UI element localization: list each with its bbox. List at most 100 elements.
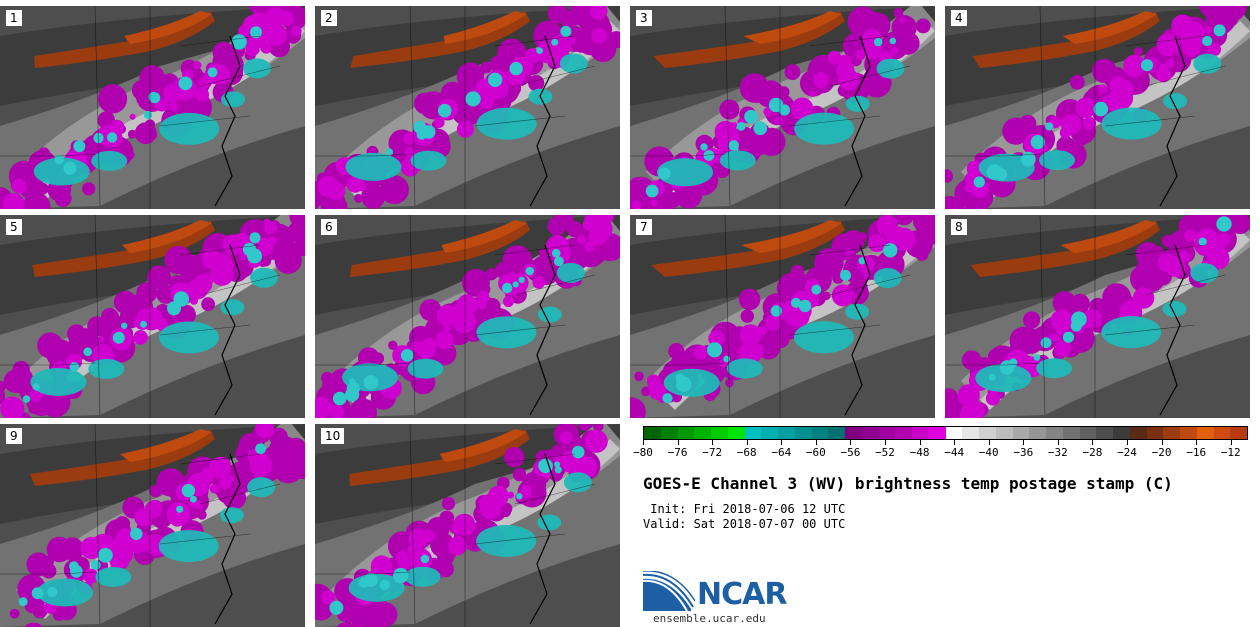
colorbar-tick-label: −72 <box>702 446 723 459</box>
postage-stamp-panel: 1 <box>0 6 305 209</box>
colorbar-tick-label: −36 <box>1013 446 1034 459</box>
panel-member-label: 1 <box>6 10 22 26</box>
colorbar-tick <box>746 440 748 445</box>
colorbar-swatch <box>811 427 829 439</box>
colorbar-tick <box>1161 440 1163 445</box>
colorbar-swatch <box>895 427 912 439</box>
colorbar-swatch <box>878 427 896 439</box>
colorbar-swatch <box>1029 427 1046 439</box>
panel-member-label: 4 <box>951 10 967 26</box>
colorbar-tick <box>850 440 852 445</box>
colorbar-swatch <box>1163 427 1180 439</box>
colorbar-swatch <box>794 427 812 439</box>
colorbar-tick <box>1196 440 1198 445</box>
colorbar-swatch <box>711 427 728 439</box>
colorbar-swatch <box>995 427 1013 439</box>
postage-stamp-panel: 4 <box>945 6 1250 209</box>
postage-stamp-panel: 8 <box>945 215 1250 418</box>
colorbar-swatch <box>778 427 795 439</box>
figure-title: GOES-E Channel 3 (WV) brightness temp po… <box>643 474 1173 493</box>
panel-member-label: 5 <box>6 219 22 235</box>
colorbar-tick <box>988 440 990 445</box>
colorbar-swatch <box>660 427 678 439</box>
panel-member-label: 2 <box>321 10 337 26</box>
colorbar-tick-label: −56 <box>840 446 861 459</box>
logo-url: ensemble.ucar.edu <box>653 612 766 625</box>
colorbar-tick-label: −16 <box>1186 446 1207 459</box>
colorbar-swatch <box>1046 427 1063 439</box>
colorbar-tick-label: −28 <box>1082 446 1103 459</box>
colorbar-tick-label: −48 <box>909 446 930 459</box>
colorbar-swatch <box>761 427 778 439</box>
postage-stamp-panel: 5 <box>0 215 305 418</box>
colorbar-swatch <box>962 427 979 439</box>
panel-member-label: 8 <box>951 219 967 235</box>
colorbar-swatch <box>677 427 695 439</box>
colorbar-ticks: −80 −76 −72 −68 −64 −60 −56 −52 −48 −44 −40 −36 −32 −… <box>633 440 1248 464</box>
colorbar-tick <box>677 440 679 445</box>
colorbar-swatch <box>744 427 762 439</box>
postage-stamp-panel: 2 <box>315 6 620 209</box>
colorbar-tick-label: −32 <box>1047 446 1068 459</box>
init-time: Init: Fri 2018-07-06 12 UTC <box>643 502 846 516</box>
colorbar-swatch <box>945 427 963 439</box>
colorbar-swatch <box>1096 427 1113 439</box>
colorbar-swatch <box>979 427 996 439</box>
valid-time: Valid: Sat 2018-07-07 00 UTC <box>643 517 846 531</box>
colorbar-tick-label: −52 <box>875 446 895 459</box>
postage-stamp-panel: 6 <box>315 215 620 418</box>
colorbar-tick <box>712 440 714 445</box>
ncar-logo-text: NCAR <box>697 577 787 612</box>
colorbar <box>643 426 1248 440</box>
colorbar-swatch <box>1129 427 1147 439</box>
colorbar-swatch <box>1196 427 1214 439</box>
colorbar-swatch <box>1146 427 1164 439</box>
colorbar-swatch <box>1079 427 1097 439</box>
colorbar-swatch <box>1062 427 1080 439</box>
colorbar-tick-label: −40 <box>978 446 999 459</box>
colorbar-tick <box>1127 440 1128 445</box>
colorbar-tick <box>1230 440 1232 445</box>
colorbar-swatch <box>727 427 745 439</box>
ncar-logo-icon <box>643 571 695 611</box>
colorbar-swatch <box>1012 427 1030 439</box>
colorbar-tick-label: −60 <box>805 446 826 459</box>
colorbar-tick-label: −68 <box>736 446 757 459</box>
colorbar-swatch <box>1113 427 1130 439</box>
panel-member-label: 9 <box>6 428 22 444</box>
colorbar-tick-label: −20 <box>1151 446 1172 459</box>
colorbar-tick-label: −44 <box>944 446 965 459</box>
colorbar-swatch <box>1180 427 1197 439</box>
panel-member-label: 10 <box>321 428 345 444</box>
colorbar-tick <box>781 440 783 445</box>
colorbar-swatch <box>1213 427 1231 439</box>
colorbar-tick-label: −12 <box>1220 446 1241 459</box>
colorbar-tick <box>643 440 644 445</box>
colorbar-tick <box>1023 440 1025 445</box>
colorbar-swatch <box>828 427 845 439</box>
colorbar-swatch <box>1230 427 1247 439</box>
colorbar-tick <box>1092 440 1094 445</box>
colorbar-tick <box>885 440 886 445</box>
colorbar-tick-label: −76 <box>667 446 688 459</box>
colorbar-swatch <box>928 427 946 439</box>
colorbar-swatch <box>861 427 879 439</box>
colorbar-tick <box>954 440 956 445</box>
colorbar-tick-label: −24 <box>1117 446 1137 459</box>
colorbar-swatch <box>644 427 661 439</box>
colorbar-tick <box>815 440 817 445</box>
panel-member-label: 7 <box>636 219 652 235</box>
colorbar-swatch <box>912 427 929 439</box>
postage-stamp-panel: 7 <box>630 215 935 418</box>
colorbar-swatch <box>845 427 862 439</box>
colorbar-tick-label: −80 <box>633 446 653 459</box>
colorbar-tick <box>1057 440 1059 445</box>
panel-member-label: 6 <box>321 219 337 235</box>
colorbar-swatch <box>694 427 711 439</box>
postage-stamp-panel: 9 <box>0 424 305 627</box>
colorbar-tick-label: −64 <box>771 446 792 459</box>
panel-member-label: 3 <box>636 10 652 26</box>
postage-stamp-panel: 10 <box>315 424 620 627</box>
postage-stamp-panel: 3 <box>630 6 935 209</box>
colorbar-tick <box>919 440 921 445</box>
